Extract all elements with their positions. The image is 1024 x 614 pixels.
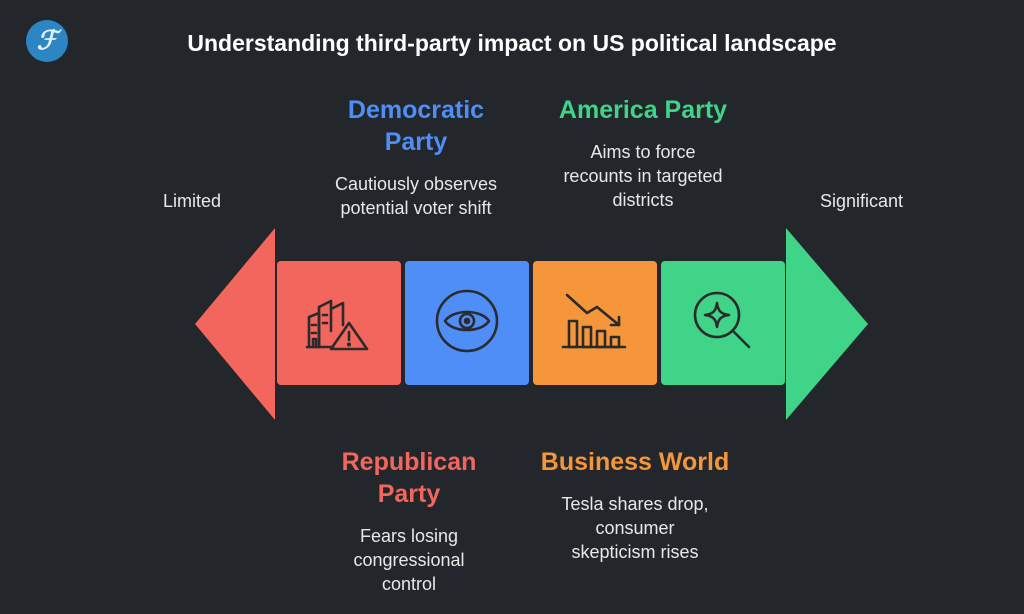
democratic-party-heading: Democratic Party [318,94,514,158]
business-world-description: Tesla shares drop, consumer skepticism r… [530,492,740,564]
desc-line: recounts in targeted [563,166,723,186]
heading-line: Party [384,128,448,156]
business-world-item: Business World Tesla shares drop, consum… [530,446,740,564]
desc-line: Fears losing [359,526,459,546]
block-business [533,261,657,385]
republican-party-item: Republican Party Fears losing congressio… [314,446,504,596]
right-arrow-head [786,228,868,420]
scale-left-label: Limited [163,191,222,211]
desc-line: skepticism rises [571,542,699,562]
logo-glyph: ℱ [36,26,58,56]
heading-line: Democratic [347,96,485,124]
desc-line: control [381,574,437,594]
republican-party-description: Fears losing congressional control [314,524,504,596]
desc-line: congressional [353,550,465,570]
republican-party-heading: Republican Party [314,446,504,510]
heading-line: Republican [341,448,477,476]
business-world-heading: Business World [540,448,730,476]
logo: ℱ [26,20,68,62]
block-america [661,261,785,385]
desc-line: Aims to force [590,142,696,162]
desc-line: potential voter shift [340,198,492,218]
desc-line: Tesla shares drop, [561,494,709,514]
eye-icon [431,285,503,362]
building-warning-icon [303,285,375,362]
heading-line: Party [377,480,441,508]
scale-right-label: Significant [820,191,904,211]
block-democratic [405,261,529,385]
desc-line: Cautiously observes [334,174,498,194]
magnifier-sparkle-icon [687,285,759,362]
democratic-party-item: Democratic Party Cautiously observes pot… [318,94,514,220]
america-party-item: America Party Aims to force recounts in … [540,94,746,212]
desc-line: consumer [595,518,675,538]
america-party-description: Aims to force recounts in targeted distr… [540,140,746,212]
democratic-party-description: Cautiously observes potential voter shif… [318,172,514,220]
declining-bar-chart-icon [559,285,631,362]
page-title: Understanding third-party impact on US p… [187,30,837,56]
desc-line: districts [612,190,674,210]
america-party-heading: America Party [558,96,728,124]
left-arrow-head [195,228,275,420]
block-republican [277,261,401,385]
